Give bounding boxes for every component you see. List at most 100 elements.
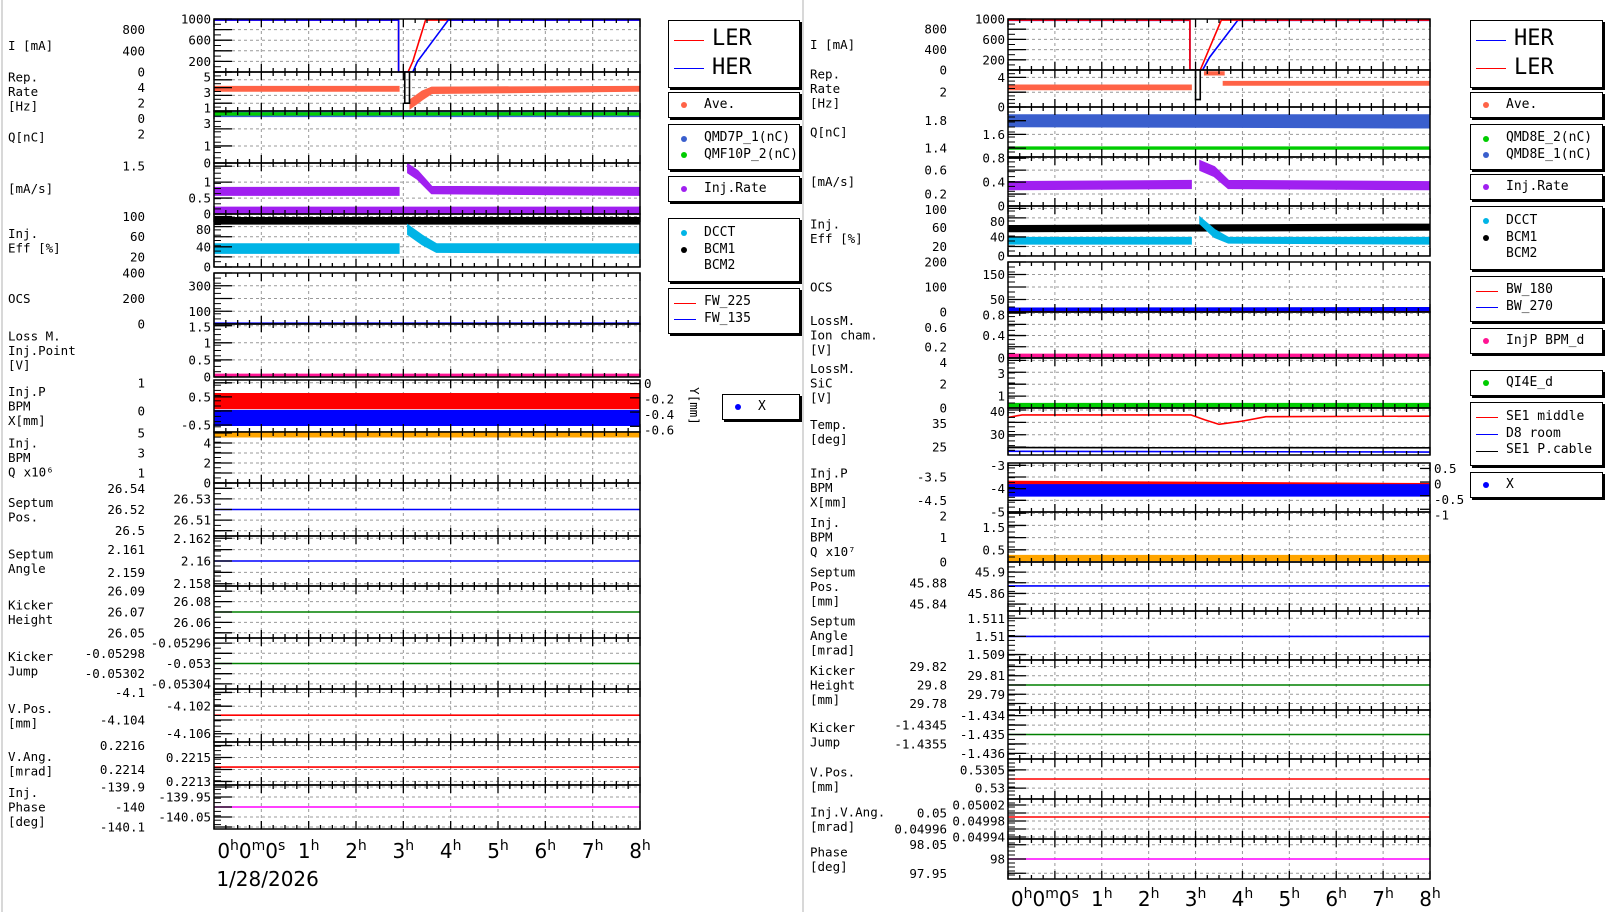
legend-label: QMD8E_1(nC) <box>1506 147 1593 162</box>
series-band-inj-rate <box>1199 159 1430 191</box>
legend-marker-dot-icon <box>1476 150 1498 160</box>
y-axis-label: Pos. <box>810 579 840 594</box>
x-tick-label: 0h0m0s <box>217 838 285 863</box>
y-axis-label: BPM <box>810 480 833 495</box>
y-axis-label: [Hz] <box>810 96 840 111</box>
y-tick-label: 1.5 <box>982 520 1005 535</box>
y-tick-label: 26.54 <box>107 481 145 496</box>
legend-label: HER <box>712 55 752 80</box>
y-tick-label: -4.104 <box>100 712 145 727</box>
legend-marker-line-icon <box>1476 35 1506 45</box>
panel: V.Ang.[mrad] 0.2216 0.2215 0.2214 0.2213 <box>8 738 641 789</box>
y-tick-label: 600 <box>982 32 1005 47</box>
y-tick-label: 1000 <box>181 12 211 27</box>
y-tick-label: 0.5 <box>188 352 211 367</box>
y-tick-label: 2 <box>939 508 947 523</box>
legend-label: HER <box>1514 26 1554 52</box>
legend-marker-dot-icon <box>674 184 696 194</box>
y-tick-label: 45.9 <box>975 565 1005 580</box>
legend-entry: BCM1 <box>674 242 794 259</box>
y-tick-label: 0 <box>203 156 211 171</box>
y-tick-label: 1.5 <box>188 319 211 334</box>
legend-marker-none-icon <box>1476 250 1498 260</box>
legend: X <box>1470 472 1603 498</box>
y-axis-label: I [mA] <box>8 38 53 53</box>
y-tick-label: 29.79 <box>967 687 1005 702</box>
legend-label: BCM1 <box>1506 229 1538 245</box>
y-axis-label: Angle <box>810 628 848 643</box>
series-band-qmd8e-2-nc- <box>1008 146 1430 150</box>
y-tick-label: 1.8 <box>924 113 947 128</box>
panel: [mA/s]1.510.50 <box>8 159 641 222</box>
panel: I [mA] 1000 800 600 400 200 0 <box>810 12 1431 78</box>
y-tick-label: -4 <box>990 481 1005 496</box>
panel: LossM.Ion cham.[V] 0.8 0.6 0.4 0.2 0 <box>810 308 1431 366</box>
y-axis-label: Kicker <box>810 663 856 678</box>
legend: QI4E_d <box>1470 370 1603 396</box>
series-band-inj-rate <box>1008 179 1192 191</box>
y-tick-label: 26.51 <box>173 513 211 528</box>
y-axis-label: LossM. <box>810 313 855 328</box>
legend-marker-line-icon <box>1476 302 1498 312</box>
y-axis-label: [mrad] <box>810 643 855 658</box>
y-tick-label: 0.5 <box>188 191 211 206</box>
y2-tick-label: -0.6 <box>644 423 674 438</box>
legend: Ave. <box>1470 92 1603 118</box>
y-tick-label: 45.88 <box>909 575 947 590</box>
series-line-se1-middle <box>1008 414 1430 426</box>
y-axis-label: [V] <box>810 390 833 405</box>
legend-label: LER <box>1514 55 1554 80</box>
y-axis-label: I [mA] <box>810 37 855 52</box>
y-tick-label: 200 <box>188 54 211 69</box>
panel: Inj.Eff [%] 100 80 60 40 20 0 <box>8 209 641 275</box>
x-tick-label: 5h <box>1279 886 1301 911</box>
x-tick-label: 7h <box>582 838 604 863</box>
y-tick-label: -1.4345 <box>894 718 947 733</box>
legend-label: Ave. <box>704 96 736 112</box>
panel: I [mA] 1000 800 600 400 200 0 <box>8 12 641 80</box>
y-tick-label: 4 <box>137 80 145 95</box>
y-tick-label: 26.07 <box>107 605 145 620</box>
y-tick-label: 0.6 <box>924 320 947 335</box>
y-tick-label: 200 <box>122 291 145 306</box>
y-tick-label: 0 <box>137 65 145 80</box>
x-tick-label: 6h <box>535 838 557 863</box>
y-axis-label: V.Pos. <box>8 701 53 716</box>
y-tick-label: 0 <box>997 100 1005 115</box>
legend-marker-dot-icon <box>1476 134 1498 144</box>
legend-marker-dot-icon <box>674 228 696 238</box>
y-tick-label: 5 <box>137 426 145 441</box>
panel-frame <box>213 741 641 786</box>
y-tick-label: 60 <box>932 220 947 235</box>
y-axis-label: [mrad] <box>8 763 53 778</box>
legend-entry: BCM2 <box>1476 246 1597 263</box>
y-tick-label: 0 <box>137 317 145 332</box>
y-tick-label: 0.5305 <box>960 762 1005 777</box>
y-tick-label: 0 <box>137 111 145 126</box>
legend: Ave. <box>668 92 800 118</box>
legend-label: FW_135 <box>704 311 751 326</box>
legend-entry: Inj.Rate <box>674 181 794 198</box>
y-axis-label: Septum <box>810 565 855 580</box>
y2-tick-label: -0.4 <box>644 407 674 422</box>
panel: Inj.Phase[deg] -139.9 -139.95 -140 -140.05 -1… <box>8 780 641 835</box>
x-tick-label: 6h <box>1325 886 1347 911</box>
y-tick-label: 0.5 <box>982 542 1005 557</box>
y-tick-label: -4.106 <box>166 726 211 741</box>
x-tick-label: 7h <box>1372 886 1394 911</box>
x-tick-label: 4h <box>1232 886 1254 911</box>
legend-label: BCM2 <box>704 258 736 274</box>
panel: Phase[deg] 98.05 98 97.95 <box>810 837 1431 881</box>
y-tick-label: 40 <box>990 404 1005 419</box>
y-tick-label: 1 <box>939 530 947 545</box>
legend: DCCT BCM1 BCM2 <box>668 218 800 282</box>
y-tick-label: -0.053 <box>166 656 211 671</box>
y-tick-label: 150 <box>982 267 1005 282</box>
y-tick-label: 26.5 <box>115 523 145 538</box>
legend: Inj.Rate <box>1470 174 1603 200</box>
legend: InjP BPM_d <box>1470 328 1603 354</box>
legend-marker-line-icon <box>1476 446 1498 456</box>
